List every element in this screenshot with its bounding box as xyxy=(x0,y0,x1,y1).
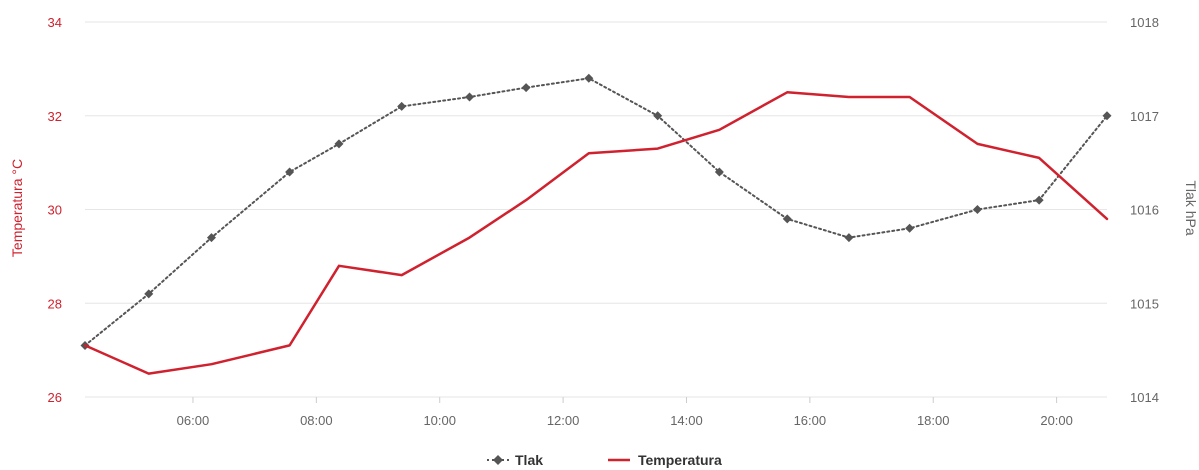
series-line-tlak xyxy=(84,77,1108,347)
y-axis-left-ticks: 26 28 30 32 34 xyxy=(48,15,62,405)
x-axis-ticks: 06:00 08:00 10:00 12:00 14:00 16:00 18:00 20:00 xyxy=(177,397,1073,428)
legend-tlak-marker xyxy=(493,455,503,465)
series-tlak xyxy=(80,73,1112,350)
data-point-tlak[interactable] xyxy=(397,101,407,111)
x-tick-label: 06:00 xyxy=(177,413,210,428)
x-tick-label: 14:00 xyxy=(670,413,703,428)
legend-label-temperatura: Temperatura xyxy=(638,452,722,468)
y-left-tick-label: 30 xyxy=(48,203,62,218)
data-point-tlak[interactable] xyxy=(653,111,663,121)
data-point-tlak[interactable] xyxy=(144,289,154,299)
y-axis-right-ticks: 1014 1015 1016 1017 1018 xyxy=(1130,15,1159,405)
gridlines xyxy=(85,21,1107,398)
y-right-tick-label: 1016 xyxy=(1130,203,1159,218)
series-layer xyxy=(80,73,1112,375)
data-point-tlak[interactable] xyxy=(844,233,854,243)
y-right-tick-label: 1018 xyxy=(1130,15,1159,30)
y-right-tick-label: 1014 xyxy=(1130,390,1159,405)
data-point-tlak[interactable] xyxy=(972,205,982,214)
x-tick-label: 16:00 xyxy=(794,413,827,428)
x-tick-label: 08:00 xyxy=(300,413,333,428)
x-tick-label: 18:00 xyxy=(917,413,950,428)
data-point-tlak[interactable] xyxy=(1102,111,1112,121)
y-right-tick-label: 1017 xyxy=(1130,109,1159,124)
x-tick-label: 12:00 xyxy=(547,413,580,428)
y-left-tick-label: 34 xyxy=(48,15,62,30)
data-point-tlak[interactable] xyxy=(1034,195,1044,205)
legend-label-tlak: Tlak xyxy=(515,452,543,468)
data-point-tlak[interactable] xyxy=(584,73,594,83)
x-tick-label: 10:00 xyxy=(423,413,456,428)
y-left-tick-label: 28 xyxy=(48,296,62,311)
data-point-tlak[interactable] xyxy=(782,214,792,224)
series-temperatura xyxy=(83,91,1109,375)
data-point-tlak[interactable] xyxy=(334,139,344,149)
data-point-tlak[interactable] xyxy=(206,233,216,243)
x-tick-label: 20:00 xyxy=(1040,413,1073,428)
legend: Tlak Temperatura xyxy=(487,452,722,468)
y-axis-right-title: Tlak hPa xyxy=(1183,180,1199,235)
data-point-tlak[interactable] xyxy=(521,83,531,93)
data-point-tlak[interactable] xyxy=(905,223,915,233)
legend-item-temperatura[interactable]: Temperatura xyxy=(608,452,722,468)
data-point-tlak[interactable] xyxy=(465,92,475,102)
legend-item-tlak[interactable]: Tlak xyxy=(487,452,543,468)
y-left-tick-label: 32 xyxy=(48,109,62,124)
y-axis-left-title: Temperatura °C xyxy=(9,159,25,257)
data-point-tlak[interactable] xyxy=(285,167,295,177)
y-right-tick-label: 1015 xyxy=(1130,296,1159,311)
y-left-tick-label: 26 xyxy=(48,390,62,405)
data-point-tlak[interactable] xyxy=(714,167,724,177)
series-line-temperatura xyxy=(83,91,1109,375)
